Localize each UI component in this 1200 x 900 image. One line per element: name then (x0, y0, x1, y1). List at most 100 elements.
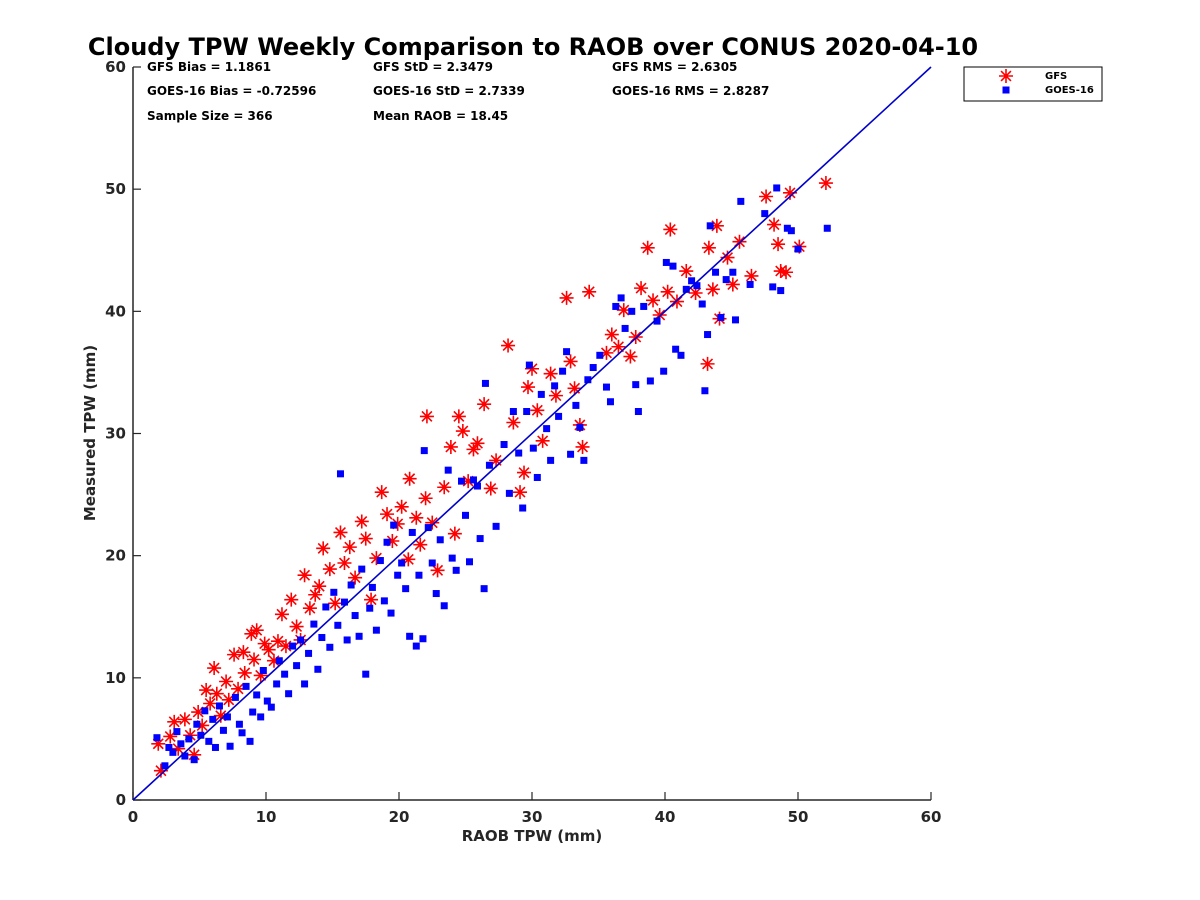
gfs-point (548, 388, 563, 403)
y-tick-label: 0 (116, 791, 126, 809)
goes16-point (394, 571, 402, 579)
y-tick-label: 20 (105, 547, 126, 565)
goes16-point (358, 565, 366, 573)
gfs-point (207, 661, 222, 676)
goes16-point (492, 522, 500, 530)
goes16-point (190, 756, 198, 764)
x-axis-label: RAOB TPW (mm) (462, 827, 603, 845)
goes16-point (612, 302, 620, 310)
gfs-point (177, 712, 192, 727)
gfs-point (249, 623, 264, 638)
x-tick-label: 40 (655, 808, 676, 826)
goes16-point (322, 603, 330, 611)
gfs-point (358, 531, 373, 546)
gfs-point (390, 516, 405, 531)
gfs-point (669, 294, 684, 309)
goes16-point (263, 697, 271, 705)
plot-marks (132, 66, 932, 801)
goes16-point (823, 224, 831, 232)
gfs-point (171, 741, 186, 756)
goes16-point (440, 602, 448, 610)
gfs-point (628, 329, 643, 344)
gfs-rms-stat: GFS RMS = 2.6305 (612, 60, 737, 74)
gfs-point (483, 481, 498, 496)
gfs-point (466, 442, 481, 457)
goes16-point (406, 632, 414, 640)
goes16-point (761, 210, 769, 218)
gfs-point (599, 345, 614, 360)
gfs-point (567, 381, 582, 396)
goes16-point (584, 376, 592, 384)
gfs-point (167, 714, 182, 729)
goes16-point (465, 558, 473, 566)
gfs-point (308, 587, 323, 602)
goes16-point (267, 703, 275, 711)
goes16-point (185, 735, 193, 743)
gfs-point (257, 636, 272, 651)
gfs-point (354, 514, 369, 529)
goes16-point (589, 364, 597, 372)
goes16-point (480, 585, 488, 593)
gfs-point (221, 692, 236, 707)
goes16-point (458, 477, 466, 485)
gfs-point (418, 491, 433, 506)
gfs-point (623, 349, 638, 364)
goes16-point (688, 277, 696, 285)
gfs-point (369, 551, 384, 566)
goes16-point (242, 682, 250, 690)
goes16-point (717, 313, 725, 321)
goes16-point (398, 559, 406, 567)
goes16-point (537, 390, 545, 398)
gfs-point (151, 736, 166, 751)
gfs-point (705, 282, 720, 297)
gfs-point (297, 568, 312, 583)
goes16-point (424, 524, 432, 532)
gfs-point (195, 718, 210, 733)
goes16-point (628, 307, 636, 315)
goes16-point (448, 554, 456, 562)
goes16-point (231, 693, 239, 701)
goes16-point (355, 632, 363, 640)
gfs-point (513, 485, 528, 500)
gfs-point (187, 747, 202, 762)
goes16-point (602, 383, 610, 391)
goes16-point (509, 408, 517, 416)
goes16-point (380, 597, 388, 605)
goes16-point (368, 583, 376, 591)
gfs-point (183, 728, 198, 743)
legend-box (963, 66, 1103, 102)
goes16-point (209, 715, 217, 723)
gfs-point (461, 474, 476, 489)
legend-gfs-label: GFS (1045, 71, 1067, 82)
goes16-point (794, 245, 802, 253)
gfs-point (227, 647, 242, 662)
gfs-point (203, 696, 218, 711)
goes16-point (275, 657, 283, 665)
goes16-point (701, 387, 709, 395)
goes16-point (366, 604, 374, 612)
x-tick-label: 10 (256, 808, 277, 826)
goes16-point (193, 720, 201, 728)
goes16-point (253, 691, 261, 699)
gfs-point (640, 240, 655, 255)
gfs-bias-stat: GFS Bias = 1.1861 (147, 60, 271, 74)
gfs-point (322, 562, 337, 577)
goes16-point (533, 473, 541, 481)
x-tick-label: 30 (522, 808, 543, 826)
gfs-point (153, 763, 168, 778)
goes16-point (576, 423, 584, 431)
gfs-point (530, 403, 545, 418)
y-tick-label: 10 (105, 669, 126, 687)
x-tick-label: 60 (921, 808, 942, 826)
gfs-point (700, 356, 715, 371)
gfs-point (413, 537, 428, 552)
goes16-point (402, 585, 410, 593)
gfs-point (773, 264, 788, 279)
gfs-point (663, 222, 678, 237)
goes16-bias-stat: GOES-16 Bias = -0.72596 (147, 84, 316, 98)
gfs-point (559, 290, 574, 305)
goes16-point (334, 621, 342, 629)
goes16-point (436, 536, 444, 544)
goes16-point (563, 348, 571, 356)
